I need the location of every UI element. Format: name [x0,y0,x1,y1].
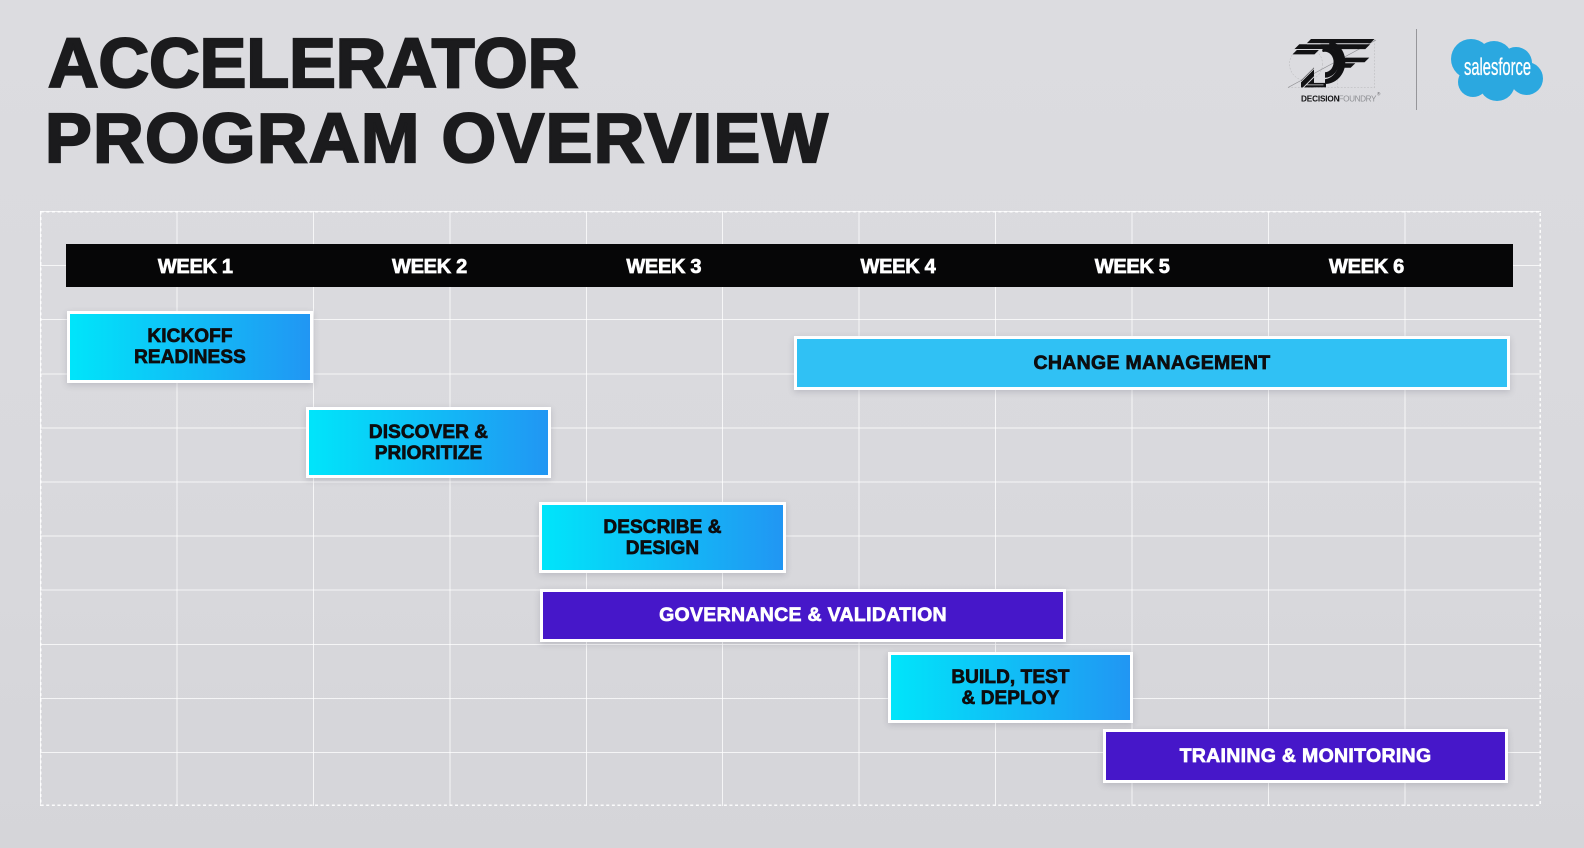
svg-text:®: ® [1377,91,1381,97]
svg-text:FOUNDRY: FOUNDRY [1339,94,1377,103]
svg-text:salesforce: salesforce [1464,54,1531,81]
svg-text:DECISION: DECISION [1301,94,1340,103]
